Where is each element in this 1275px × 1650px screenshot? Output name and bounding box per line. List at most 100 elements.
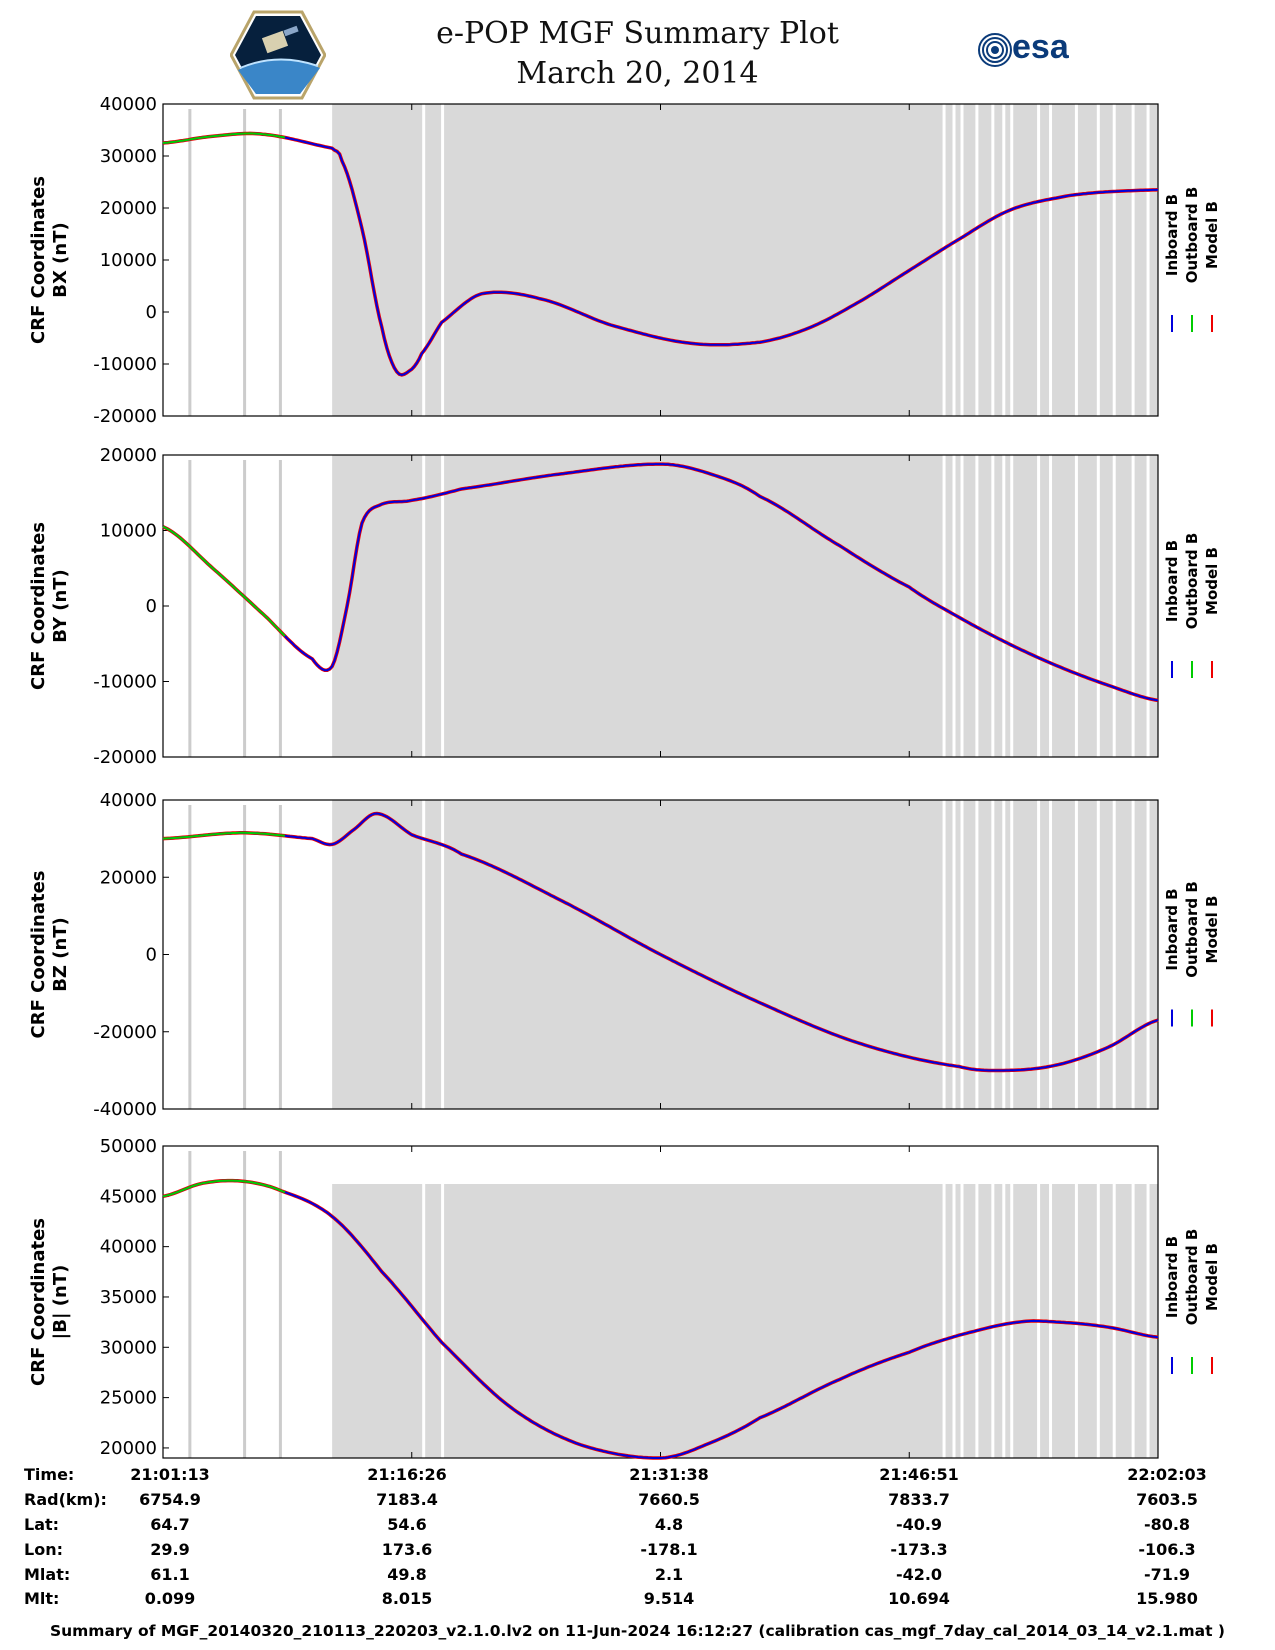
data-gap-shading xyxy=(332,800,1158,1109)
info-cell: 173.6 xyxy=(381,1540,433,1559)
y-tick-label: 40000 xyxy=(100,94,157,115)
legend-label: Model B xyxy=(1203,896,1221,964)
info-cell: 2.1 xyxy=(654,1565,684,1584)
info-cell: 7603.5 xyxy=(1136,1490,1198,1509)
series-inboard xyxy=(162,1179,1159,1459)
data-gap-shading xyxy=(332,104,1158,416)
page-title: e-POP MGF Summary Plot March 20, 2014 xyxy=(0,14,1275,94)
info-cell: 0.099 xyxy=(144,1589,196,1608)
info-cell: 29.9 xyxy=(150,1540,190,1559)
info-row-label: Lat: xyxy=(24,1515,60,1534)
y-axis-label: CRF CoordinatesBZ (nT) xyxy=(28,871,71,1039)
info-cell: -40.9 xyxy=(895,1515,943,1534)
legend-label: Outboard B xyxy=(1183,187,1201,284)
legend-label: Inboard B xyxy=(1163,540,1181,622)
info-cell: -178.1 xyxy=(640,1540,698,1559)
y-tick-label: 35000 xyxy=(100,1287,157,1308)
info-cell: 21:01:13 xyxy=(130,1465,210,1484)
info-cell: 15.980 xyxy=(1136,1589,1198,1608)
y-tick-label: 40000 xyxy=(100,790,157,811)
series-outboard xyxy=(162,1179,286,1198)
info-cell: 21:46:51 xyxy=(879,1465,959,1484)
satellite-logo-icon xyxy=(230,10,326,100)
y-axis-label-line1: CRF Coordinates xyxy=(28,522,49,690)
info-cell: 49.8 xyxy=(387,1565,427,1584)
info-row-label: Rad(km): xyxy=(24,1490,107,1509)
info-cell: 8.015 xyxy=(381,1589,433,1608)
info-cell: 7660.5 xyxy=(638,1490,700,1509)
series-inboard xyxy=(162,812,1159,1072)
y-axis-label-line1: CRF Coordinates xyxy=(28,871,49,1039)
y-tick-label: 20000 xyxy=(100,867,157,888)
legend-label: Inboard B xyxy=(1163,1236,1181,1318)
info-cell: 54.6 xyxy=(387,1515,427,1534)
y-axis-label-line2: |B| (nT) xyxy=(50,1265,71,1340)
y-tick-label: 10000 xyxy=(100,250,157,271)
panel-4: 50000 45000 40000 35000 30000 25000 20000 CRF C… xyxy=(28,1136,1221,1460)
info-cell: -42.0 xyxy=(895,1565,943,1584)
info-row-label: Mlt: xyxy=(24,1589,60,1608)
info-cell: 9.514 xyxy=(643,1589,695,1608)
legend-label: Inboard B xyxy=(1163,194,1181,276)
legend-label: Model B xyxy=(1203,201,1221,269)
info-cell: -71.9 xyxy=(1143,1565,1191,1584)
y-axis-label: CRF Coordinates|B| (nT) xyxy=(28,1218,71,1386)
mgf-charts: 40000 30000 20000 10000 0 -10000 -20000 CRF Coo… xyxy=(28,94,1221,1460)
y-axis-label-line1: CRF Coordinates xyxy=(28,1218,49,1386)
y-tick-label: -10000 xyxy=(93,672,157,693)
y-axis-label-line2: BX (nT) xyxy=(50,222,71,297)
y-axis-label-line2: BZ (nT) xyxy=(50,917,71,992)
plot-date: March 20, 2014 xyxy=(516,56,759,91)
info-cell: 61.1 xyxy=(150,1565,190,1584)
plot-title: e-POP MGF Summary Plot xyxy=(436,16,839,51)
y-tick-label: 20000 xyxy=(100,1438,157,1459)
y-tick-label: 30000 xyxy=(100,146,157,167)
legend-label: Outboard B xyxy=(1183,1229,1201,1326)
y-axis-label: CRF CoordinatesBX (nT) xyxy=(28,176,71,344)
series-outboard xyxy=(162,132,286,144)
y-tick-label: -20000 xyxy=(93,747,157,768)
y-tick-label: -20000 xyxy=(93,1022,157,1043)
y-tick-label: 0 xyxy=(146,596,157,617)
esa-logo-icon xyxy=(978,33,1012,67)
legend-label: Outboard B xyxy=(1183,881,1201,978)
y-tick-label: 10000 xyxy=(100,521,157,542)
y-tick-label: -40000 xyxy=(93,1099,157,1120)
info-row-label: Time: xyxy=(24,1465,75,1484)
series-outboard xyxy=(162,831,286,840)
panel-1: 40000 30000 20000 10000 0 -10000 -20000 CRF Coo… xyxy=(28,94,1221,427)
y-tick-label: 20000 xyxy=(100,198,157,219)
info-cell: 7833.7 xyxy=(888,1490,950,1509)
series-outboard xyxy=(162,525,286,637)
y-tick-label: 30000 xyxy=(100,1337,157,1358)
legend-label: Outboard B xyxy=(1183,533,1201,630)
y-tick-label: 25000 xyxy=(100,1388,157,1409)
info-cell: 10.694 xyxy=(888,1589,950,1608)
y-axis-label: CRF CoordinatesBY (nT) xyxy=(28,522,71,690)
y-tick-label: 40000 xyxy=(100,1237,157,1258)
info-cell: 6754.9 xyxy=(139,1490,201,1509)
info-cell: 21:31:38 xyxy=(629,1465,709,1484)
y-tick-label: 20000 xyxy=(100,445,157,466)
series-inboard xyxy=(162,132,1159,376)
info-cell: 22:02:03 xyxy=(1127,1465,1207,1484)
info-cell: 4.8 xyxy=(654,1515,684,1534)
info-cell: 7183.4 xyxy=(376,1490,438,1509)
panel-2: 20000 10000 0 -10000 -20000 CRF CoordinatesBY… xyxy=(28,445,1221,768)
footer-summary: Summary of MGF_20140320_210113_220203_v2… xyxy=(49,1622,1226,1640)
info-cell: -173.3 xyxy=(890,1540,948,1559)
legend-label: Inboard B xyxy=(1163,888,1181,970)
y-tick-label: -10000 xyxy=(93,354,157,375)
esa-logo-text: esa xyxy=(1012,28,1069,66)
y-tick-label: 0 xyxy=(146,945,157,966)
info-cell: 21:16:26 xyxy=(367,1465,447,1484)
series-inboard xyxy=(162,463,1159,702)
panel-3: 40000 20000 0 -20000 -40000 CRF CoordinatesBZ… xyxy=(28,790,1221,1120)
y-tick-label: 50000 xyxy=(100,1136,157,1157)
info-row-label: Lon: xyxy=(24,1540,63,1559)
info-cell: -80.8 xyxy=(1143,1515,1191,1534)
info-cell: -106.3 xyxy=(1138,1540,1196,1559)
info-cell: 64.7 xyxy=(150,1515,190,1534)
y-tick-label: 0 xyxy=(146,302,157,323)
y-tick-label: -20000 xyxy=(93,406,157,427)
